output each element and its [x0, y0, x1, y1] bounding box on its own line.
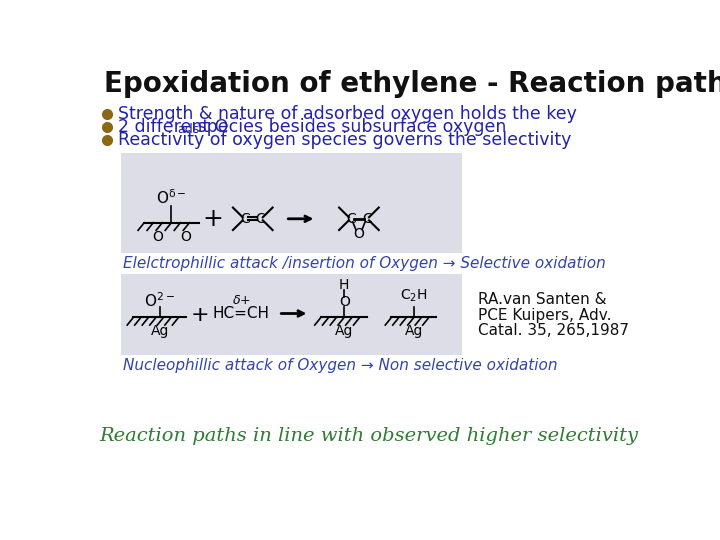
- Text: $\mathrm{O^{\delta-}}$: $\mathrm{O^{\delta-}}$: [156, 188, 186, 207]
- Text: C: C: [346, 212, 356, 226]
- Text: Epoxidation of ethylene - Reaction pathways: Epoxidation of ethylene - Reaction pathw…: [104, 70, 720, 98]
- Text: Catal. 35, 265,1987: Catal. 35, 265,1987: [477, 323, 629, 338]
- Text: $\delta$+: $\delta$+: [232, 294, 251, 307]
- Text: Reactivity of oxygen species governs the selectivity: Reactivity of oxygen species governs the…: [118, 131, 571, 149]
- Text: O: O: [354, 227, 364, 241]
- Text: C: C: [240, 212, 250, 226]
- Text: ads: ads: [178, 123, 200, 137]
- Text: Ag: Ag: [335, 324, 354, 338]
- Text: H: H: [339, 278, 349, 292]
- Text: O: O: [180, 230, 191, 244]
- Text: Reaction paths in line with observed higher selectivity: Reaction paths in line with observed hig…: [99, 427, 639, 445]
- Text: C: C: [362, 212, 372, 226]
- Text: 2 different O: 2 different O: [118, 118, 228, 136]
- Text: PCE Kuipers, Adv.: PCE Kuipers, Adv.: [477, 308, 611, 322]
- Bar: [121, 274, 462, 355]
- Text: O: O: [339, 295, 350, 309]
- Text: Ag: Ag: [405, 324, 423, 338]
- Text: species besides subsurface oxygen: species besides subsurface oxygen: [192, 118, 506, 136]
- Bar: [121, 153, 462, 253]
- Text: Strength & nature of adsorbed oxygen holds the key: Strength & nature of adsorbed oxygen hol…: [118, 105, 577, 123]
- Text: C: C: [256, 212, 266, 226]
- Text: +: +: [202, 207, 223, 231]
- Text: O: O: [152, 230, 163, 244]
- Text: HC=CH: HC=CH: [212, 306, 269, 321]
- Text: +: +: [191, 305, 210, 325]
- Text: $\mathrm{C_2H}$: $\mathrm{C_2H}$: [400, 288, 428, 304]
- Text: $\mathrm{O^{2-}}$: $\mathrm{O^{2-}}$: [144, 291, 175, 310]
- Text: RA.van Santen &: RA.van Santen &: [477, 292, 606, 307]
- Text: Elelctrophillic attack /insertion of Oxygen → Selective oxidation: Elelctrophillic attack /insertion of Oxy…: [123, 256, 606, 271]
- Text: Nucleophillic attack of Oxygen → Non selective oxidation: Nucleophillic attack of Oxygen → Non sel…: [123, 357, 558, 373]
- Text: Ag: Ag: [150, 324, 169, 338]
